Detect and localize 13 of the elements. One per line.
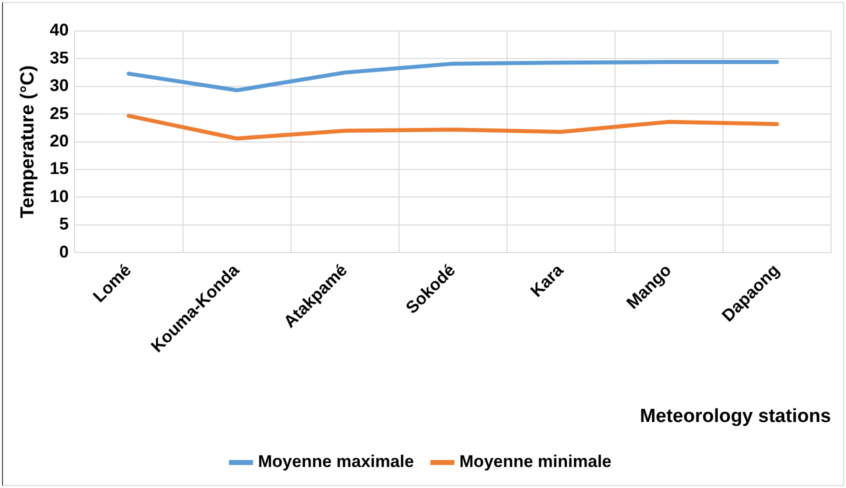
y-tick-label: 10 <box>50 186 69 206</box>
x-axis-title: Meteorology stations <box>640 406 831 427</box>
legend-label: Moyenne minimale <box>459 452 612 472</box>
y-tick-label: 30 <box>50 76 69 96</box>
y-tick-label: 5 <box>59 214 69 234</box>
legend-label: Moyenne maximale <box>258 452 414 472</box>
y-tick-label: 25 <box>50 104 69 123</box>
y-tick-label: 40 <box>50 20 69 40</box>
y-axis-title: Temperature (°C) <box>18 65 39 218</box>
y-tick-label: 20 <box>50 132 69 151</box>
y-tick-label: 35 <box>50 48 69 68</box>
y-tick-label: 15 <box>50 159 69 178</box>
y-tick-label: 0 <box>59 242 69 262</box>
